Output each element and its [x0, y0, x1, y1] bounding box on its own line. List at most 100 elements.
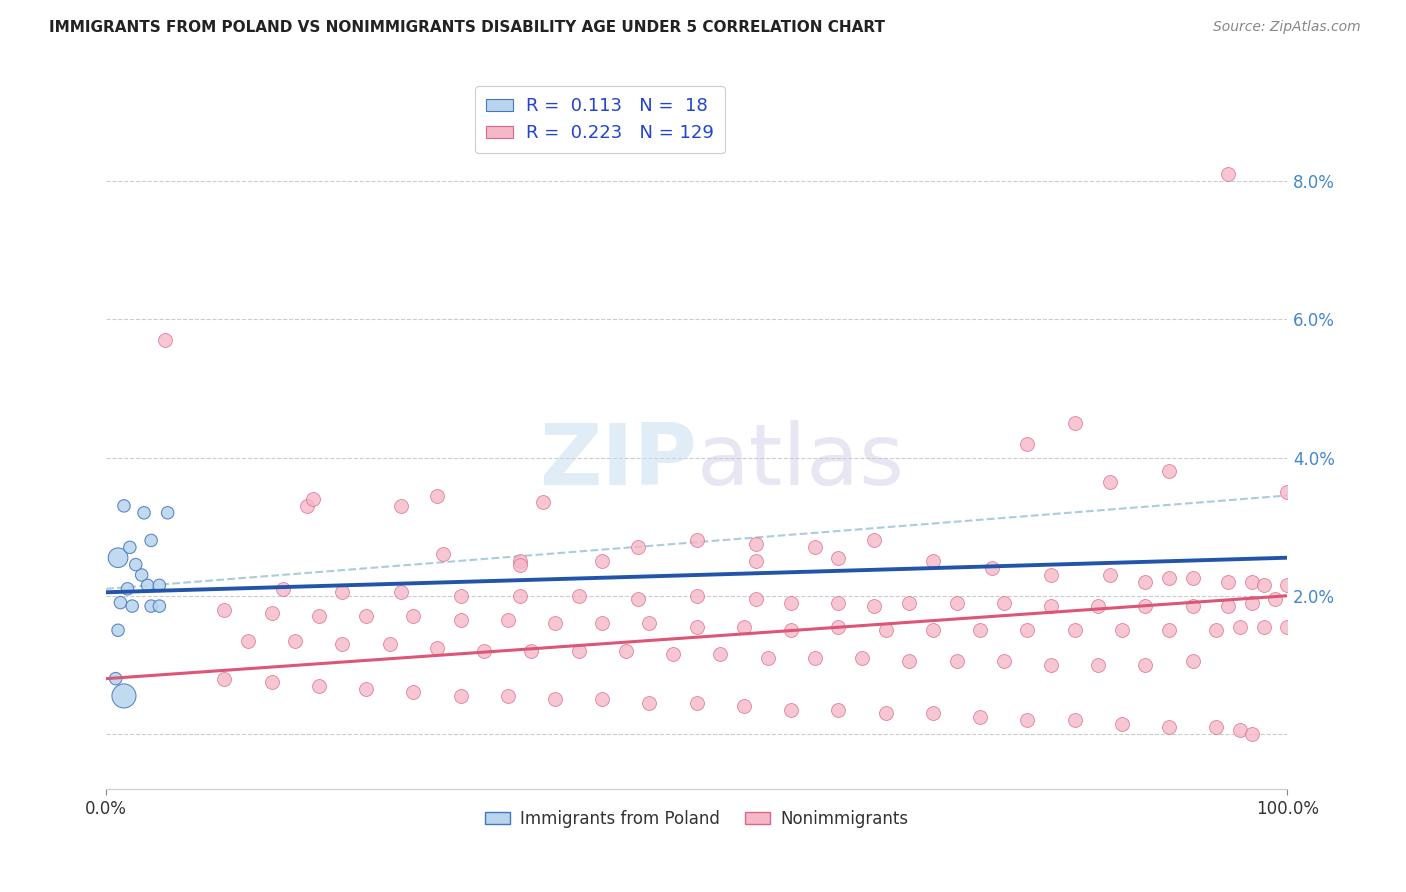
Point [432, 547, 454, 561]
Point [1040, 657, 1063, 672]
Point [1181, 654, 1204, 668]
Point [391, 585, 413, 599]
Point [155, 333, 177, 347]
Point [260, 675, 283, 690]
Point [117, 582, 139, 596]
Point [1277, 620, 1299, 634]
Point [107, 624, 129, 638]
Point [614, 644, 637, 658]
Point [1087, 599, 1109, 613]
Point [450, 613, 472, 627]
Point [969, 624, 991, 638]
Point [450, 689, 472, 703]
Point [945, 654, 967, 668]
Point [496, 613, 519, 627]
Point [112, 499, 135, 513]
Point [1253, 620, 1275, 634]
Point [875, 624, 897, 638]
Point [1264, 592, 1286, 607]
Point [780, 703, 803, 717]
Point [1099, 475, 1122, 489]
Point [520, 644, 543, 658]
Point [745, 554, 768, 568]
Point [709, 648, 731, 662]
Point [139, 533, 162, 548]
Text: IMMIGRANTS FROM POLAND VS NONIMMIGRANTS DISABILITY AGE UNDER 5 CORRELATION CHART: IMMIGRANTS FROM POLAND VS NONIMMIGRANTS … [49, 20, 886, 35]
Point [1205, 720, 1227, 734]
Point [1181, 571, 1204, 585]
Point [1063, 416, 1085, 430]
Point [118, 541, 141, 555]
Point [332, 637, 354, 651]
Point [568, 644, 591, 658]
Text: Source: ZipAtlas.com: Source: ZipAtlas.com [1213, 20, 1361, 34]
Point [132, 506, 155, 520]
Point [827, 703, 849, 717]
Point [627, 541, 650, 555]
Point [733, 699, 755, 714]
Point [236, 633, 259, 648]
Point [107, 550, 129, 565]
Point [851, 651, 873, 665]
Point [104, 672, 127, 686]
Point [1063, 624, 1085, 638]
Point [1111, 624, 1133, 638]
Point [756, 651, 779, 665]
Point [378, 637, 401, 651]
Point [1063, 713, 1085, 727]
Point [863, 599, 886, 613]
Point [302, 491, 325, 506]
Point [121, 599, 143, 613]
Point [981, 561, 1004, 575]
Point [686, 533, 709, 548]
Point [402, 609, 425, 624]
Point [125, 558, 148, 572]
Point [993, 596, 1015, 610]
Point [496, 689, 519, 703]
Point [1017, 713, 1039, 727]
Point [662, 648, 685, 662]
Point [509, 554, 531, 568]
Point [1040, 568, 1063, 582]
Point [745, 537, 768, 551]
Point [922, 706, 945, 721]
Point [156, 506, 179, 520]
Point [827, 620, 849, 634]
Point [875, 706, 897, 721]
Point [804, 541, 827, 555]
Point [1277, 578, 1299, 592]
Point [686, 696, 709, 710]
Point [110, 596, 132, 610]
Point [638, 616, 661, 631]
Point [898, 596, 921, 610]
Point [260, 606, 283, 620]
Point [214, 672, 236, 686]
Point [1253, 578, 1275, 592]
Point [686, 589, 709, 603]
Point [1277, 485, 1299, 500]
Point [1017, 436, 1039, 450]
Point [1135, 599, 1157, 613]
Point [214, 602, 236, 616]
Point [273, 582, 295, 596]
Point [112, 689, 135, 703]
Point [332, 585, 354, 599]
Point [1087, 657, 1109, 672]
Point [354, 609, 377, 624]
Point [827, 596, 849, 610]
Point [402, 685, 425, 699]
Point [509, 589, 531, 603]
Point [391, 499, 413, 513]
Point [898, 654, 921, 668]
Point [1218, 599, 1240, 613]
Point [426, 640, 449, 655]
Point [544, 692, 567, 706]
Point [1229, 723, 1251, 738]
Point [1135, 574, 1157, 589]
Point [1218, 574, 1240, 589]
Point [733, 620, 755, 634]
Point [922, 554, 945, 568]
Point [945, 596, 967, 610]
Point [1240, 596, 1263, 610]
Point [1159, 571, 1181, 585]
